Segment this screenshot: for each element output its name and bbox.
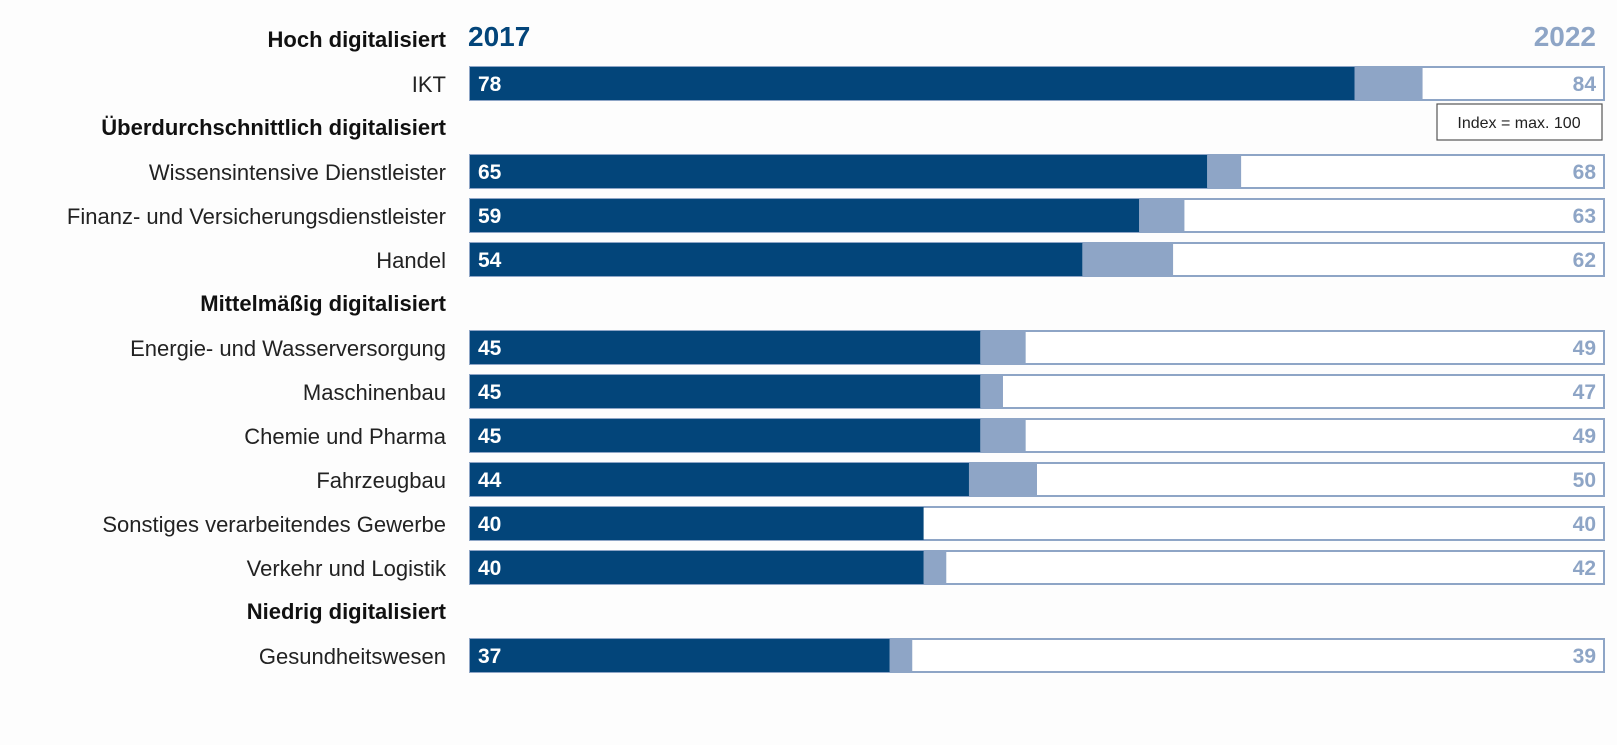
value-2017-maschinenbau: 45 [478, 381, 502, 404]
category-label-ikt: IKT [412, 72, 446, 97]
value-2017-finanz-und-versicherungsdienstleister: 59 [478, 205, 501, 228]
bar-2022-gain-fahrzeugbau [968, 463, 1037, 496]
group-label-niedrig-digitalisiert: Niedrig digitalisiert [247, 599, 447, 624]
value-2022-energie-und-wasserversorgung: 49 [1573, 337, 1596, 360]
group-label-uberdurchschnittlich-digitalisiert: Überdurchschnittlich digitalisiert [101, 115, 446, 140]
value-2017-ikt: 78 [478, 73, 502, 96]
category-label-finanz-und-versicherungsdienstleister: Finanz- und Versicherungsdienstleister [67, 204, 446, 229]
category-label-energie-und-wasserversorgung: Energie- und Wasserversorgung [130, 336, 446, 361]
header-2022: 2022 [1534, 21, 1596, 52]
category-label-maschinenbau: Maschinenbau [303, 380, 446, 405]
value-2022-wissensintensive-dienstleister: 68 [1573, 161, 1597, 184]
bar-2017-chemie-und-pharma [470, 419, 981, 452]
value-2022-sonstiges-verarbeitendes-gewerbe: 40 [1573, 513, 1596, 536]
category-label-gesundheitswesen: Gesundheitswesen [259, 644, 446, 669]
bar-2022-gain-finanz-und-versicherungsdienstleister [1139, 199, 1185, 232]
value-2022-fahrzeugbau: 50 [1573, 469, 1596, 492]
index-note: Index = max. 100 [1457, 115, 1580, 132]
bar-2022-gain-maschinenbau [980, 375, 1003, 408]
value-2017-wissensintensive-dienstleister: 65 [478, 161, 502, 184]
bar-2017-sonstiges-verarbeitendes-gewerbe [470, 507, 924, 540]
value-2022-handel: 62 [1573, 249, 1596, 272]
bar-2017-gesundheitswesen [470, 639, 890, 672]
value-2017-fahrzeugbau: 44 [478, 469, 502, 492]
value-2022-ikt: 84 [1573, 73, 1597, 96]
category-label-sonstiges-verarbeitendes-gewerbe: Sonstiges verarbeitendes Gewerbe [102, 512, 446, 537]
category-label-fahrzeugbau: Fahrzeugbau [316, 468, 446, 493]
bar-2017-fahrzeugbau [470, 463, 969, 496]
value-2022-chemie-und-pharma: 49 [1573, 425, 1596, 448]
bar-2017-maschinenbau [470, 375, 981, 408]
bar-2022-gain-ikt [1354, 67, 1423, 100]
header-2017: 2017 [468, 21, 530, 52]
bar-2022-gain-energie-und-wasserversorgung [980, 331, 1026, 364]
value-2017-verkehr-und-logistik: 40 [478, 557, 501, 580]
group-label-mittelmassig-digitalisiert: Mittelmäßig digitalisiert [200, 291, 446, 316]
group-label-hoch-digitalisiert: Hoch digitalisiert [268, 27, 447, 52]
index-note-box: Index = max. 100 [1436, 103, 1603, 141]
category-label-chemie-und-pharma: Chemie und Pharma [244, 424, 447, 449]
bar-2022-gain-wissensintensive-dienstleister [1207, 155, 1242, 188]
value-2017-handel: 54 [478, 249, 502, 272]
category-label-handel: Handel [376, 248, 446, 273]
category-label-verkehr-und-logistik: Verkehr und Logistik [247, 556, 447, 581]
bar-2022-gain-verkehr-und-logistik [923, 551, 947, 584]
value-2022-gesundheitswesen: 39 [1573, 645, 1596, 668]
bar-2017-ikt [470, 67, 1355, 100]
bar-2022-gain-gesundheitswesen [889, 639, 913, 672]
value-2022-maschinenbau: 47 [1573, 381, 1596, 404]
chart-rows: Hoch digitalisiert IKT 78 84 Überdurchschnit… [67, 27, 1605, 673]
value-2022-verkehr-und-logistik: 42 [1573, 557, 1596, 580]
value-2017-energie-und-wasserversorgung: 45 [478, 337, 502, 360]
bar-2017-wissensintensive-dienstleister [470, 155, 1208, 188]
value-2017-sonstiges-verarbeitendes-gewerbe: 40 [478, 513, 501, 536]
value-2022-finanz-und-versicherungsdienstleister: 63 [1573, 205, 1596, 228]
bar-2017-handel [470, 243, 1083, 276]
value-2017-gesundheitswesen: 37 [478, 645, 501, 668]
bar-2017-energie-und-wasserversorgung [470, 331, 981, 364]
bar-2022-gain-chemie-und-pharma [980, 419, 1026, 452]
value-2017-chemie-und-pharma: 45 [478, 425, 502, 448]
bar-2017-verkehr-und-logistik [470, 551, 924, 584]
bar-2022-gain-handel [1082, 243, 1174, 276]
bar-2017-finanz-und-versicherungsdienstleister [470, 199, 1140, 232]
category-label-wissensintensive-dienstleister: Wissensintensive Dienstleister [149, 160, 446, 185]
